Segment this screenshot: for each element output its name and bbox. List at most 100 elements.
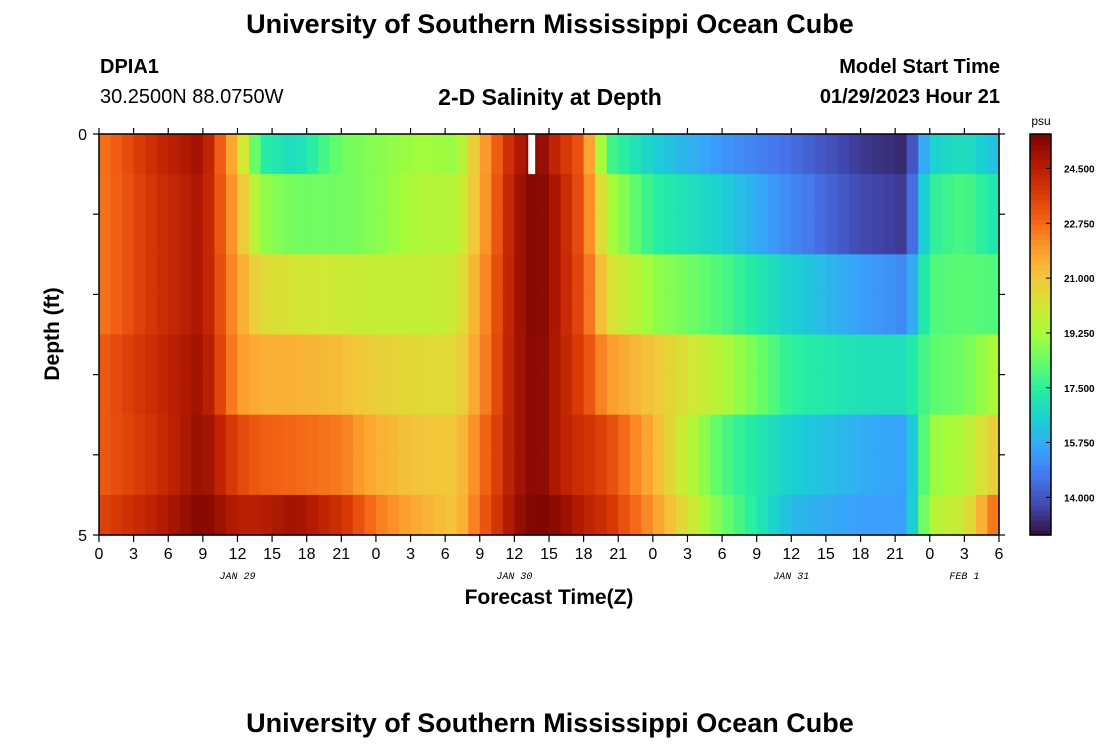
heatmap-cell	[825, 494, 839, 536]
heatmap-cell	[456, 254, 469, 295]
heatmap-cell	[675, 294, 689, 336]
heatmap-cell	[964, 494, 977, 536]
heatmap-cell	[306, 214, 319, 255]
heatmap-cell	[733, 374, 746, 416]
heatmap-cell	[964, 294, 977, 336]
heatmap-cell	[479, 334, 492, 376]
heatmap-cell	[156, 414, 169, 456]
heatmap-cell	[375, 374, 389, 416]
heatmap-cell	[883, 334, 896, 376]
x-date-label: JAN 29	[219, 572, 255, 583]
heatmap-cell	[318, 174, 331, 215]
heatmap-cell	[191, 454, 204, 496]
heatmap-cell	[375, 454, 389, 496]
heatmap-cell	[283, 334, 296, 376]
heatmap-cell	[710, 134, 723, 175]
heatmap-cell	[445, 334, 458, 376]
heatmap-cell	[849, 254, 862, 295]
heatmap-cell	[156, 254, 169, 295]
heatmap-cell	[606, 174, 619, 215]
colorbar-segment	[1030, 434, 1051, 441]
heatmap-cell	[872, 334, 885, 376]
heatmap-cell	[410, 174, 423, 215]
heatmap-cell	[318, 214, 331, 255]
heatmap-cell	[329, 494, 342, 536]
heatmap-cell	[422, 134, 435, 175]
heatmap-cell	[202, 374, 215, 416]
heatmap-cell	[952, 334, 965, 376]
heatmap-cell	[329, 174, 342, 215]
heatmap-cell	[110, 414, 123, 456]
heatmap-cell	[237, 374, 250, 416]
heatmap-cell	[906, 454, 919, 496]
heatmap-cell	[375, 254, 389, 295]
heatmap-cell	[341, 494, 354, 536]
heatmap-cell	[214, 134, 227, 175]
colorbar-segment	[1030, 359, 1051, 366]
colorbar-segment	[1030, 279, 1051, 285]
heatmap-cell	[214, 414, 227, 456]
heatmap-cell	[768, 294, 781, 336]
colorbar-segment	[1030, 459, 1051, 466]
heatmap-cell	[456, 174, 469, 215]
heatmap-cell	[260, 294, 273, 336]
heatmap-cell	[237, 254, 250, 295]
heatmap-cell	[964, 454, 977, 496]
heatmap-cell	[387, 214, 400, 255]
colorbar-segment	[1030, 224, 1051, 230]
heatmap-cell	[745, 414, 758, 456]
heatmap-cell	[387, 454, 400, 496]
heatmap-cell	[433, 214, 446, 255]
heatmap-cell	[652, 254, 665, 295]
heatmap-cell	[352, 374, 365, 416]
heatmap-cell	[825, 214, 839, 255]
heatmap-cell	[722, 294, 735, 336]
heatmap-cell	[272, 174, 285, 215]
y-tick-label: 0	[78, 127, 87, 144]
colorbar-segment	[1030, 239, 1051, 245]
heatmap-cell	[179, 174, 192, 215]
heatmap-cell	[860, 494, 873, 536]
heatmap-cell	[745, 254, 758, 295]
heatmap-cell	[260, 134, 273, 175]
heatmap-cell	[641, 374, 654, 416]
heatmap-cell	[237, 214, 250, 255]
heatmap-cell	[583, 254, 596, 295]
heatmap-cell	[952, 294, 965, 336]
colorbar-segment	[1030, 419, 1051, 426]
colorbar-segment	[1030, 194, 1051, 200]
heatmap-cell	[133, 294, 146, 336]
heatmap-cell	[860, 334, 873, 376]
heatmap-cell	[652, 494, 665, 536]
heatmap-cell	[122, 374, 135, 416]
heatmap-cell	[260, 454, 273, 496]
heatmap-cell	[364, 294, 377, 336]
heatmap-cell	[825, 454, 839, 496]
x-tick-label: 15	[540, 546, 558, 563]
heatmap-cell	[941, 214, 954, 255]
heatmap-cell	[606, 134, 619, 175]
heatmap-cell	[606, 214, 619, 255]
heatmap-cell	[791, 494, 804, 536]
heatmap-cell	[237, 174, 250, 215]
heatmap-cell	[560, 334, 573, 376]
heatmap-cell	[352, 494, 365, 536]
heatmap-cell	[745, 134, 758, 175]
heatmap-cell	[975, 494, 989, 536]
colorbar-segment	[1030, 364, 1051, 371]
heatmap-cell	[722, 454, 735, 496]
heatmap-cell	[929, 214, 942, 255]
heatmap-cell	[975, 174, 989, 215]
heatmap-cell	[502, 294, 515, 336]
colorbar-segment	[1030, 389, 1051, 396]
heatmap-cell	[479, 134, 492, 175]
heatmap-cell	[375, 494, 389, 536]
heatmap-cell	[110, 454, 123, 496]
heatmap-cell	[549, 294, 562, 336]
heatmap-cell	[918, 174, 931, 215]
heatmap-cell	[860, 294, 873, 336]
heatmap-cell	[791, 374, 804, 416]
heatmap-cell	[849, 414, 862, 456]
colorbar-segment	[1030, 444, 1051, 451]
station-coordinates: 30.2500N 88.0750W	[100, 86, 284, 108]
